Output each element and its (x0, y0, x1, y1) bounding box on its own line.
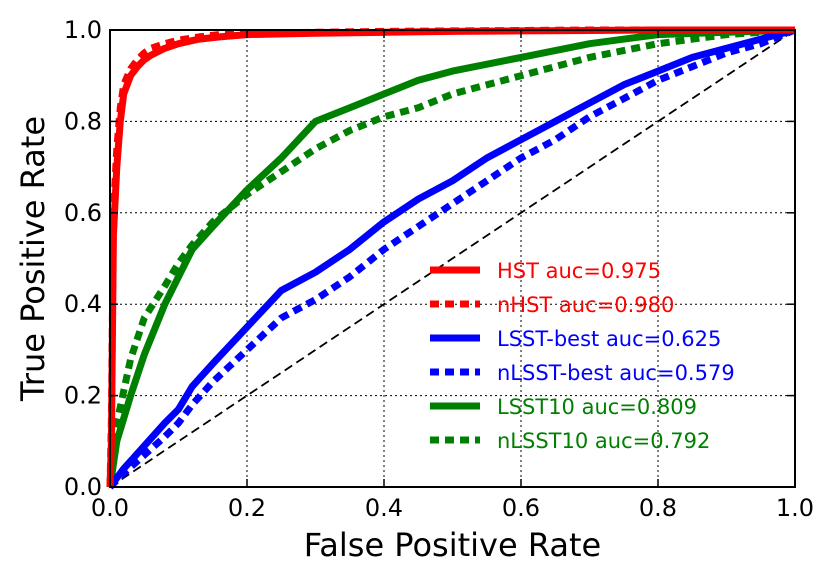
y-tick-label: 0.2 (64, 382, 102, 410)
series-line-3 (107, 26, 797, 490)
series-line-5 (106, 26, 796, 488)
y-tick-label: 0.6 (64, 199, 102, 227)
series-line-4 (106, 26, 796, 488)
legend-label: nLSST10 auc=0.792 (497, 429, 710, 453)
y-tick-label: 0.4 (64, 290, 102, 318)
x-tick-label: 0.6 (502, 494, 540, 522)
y-tick-label: 1.0 (64, 16, 102, 44)
reference-line-group (109, 29, 796, 488)
series-line-2 (107, 26, 796, 490)
legend-label: nLSST-best auc=0.579 (497, 361, 735, 385)
x-tick-label: 1.0 (776, 494, 814, 522)
y-axis-label: True Positive Rate (14, 116, 52, 402)
x-tick-label: 0.8 (639, 494, 677, 522)
x-tick-label: 0.4 (365, 494, 403, 522)
x-axis-label: False Positive Rate (304, 526, 601, 564)
legend-label: LSST10 auc=0.809 (497, 395, 697, 419)
grid-lines (110, 30, 795, 487)
legend-label: LSST-best auc=0.625 (497, 327, 721, 351)
reference-diagonal-line (109, 29, 796, 488)
y-tick-label: 0.0 (64, 473, 102, 501)
x-tick-label: 0.0 (91, 494, 129, 522)
y-axis-ticks: 0.0 0.2 0.4 0.6 0.8 1.0 (64, 16, 795, 501)
legend-label: HST auc=0.975 (497, 259, 661, 283)
x-tick-label: 0.2 (228, 494, 266, 522)
x-axis-ticks: 0.0 0.2 0.4 0.6 0.8 1.0 (91, 30, 814, 522)
legend-label: nHST auc=0.980 (497, 293, 674, 317)
legend: HST auc=0.975 nHST auc=0.980 LSST-best auc… (430, 259, 735, 453)
y-tick-label: 0.8 (64, 107, 102, 135)
plot-frame (109, 29, 796, 488)
